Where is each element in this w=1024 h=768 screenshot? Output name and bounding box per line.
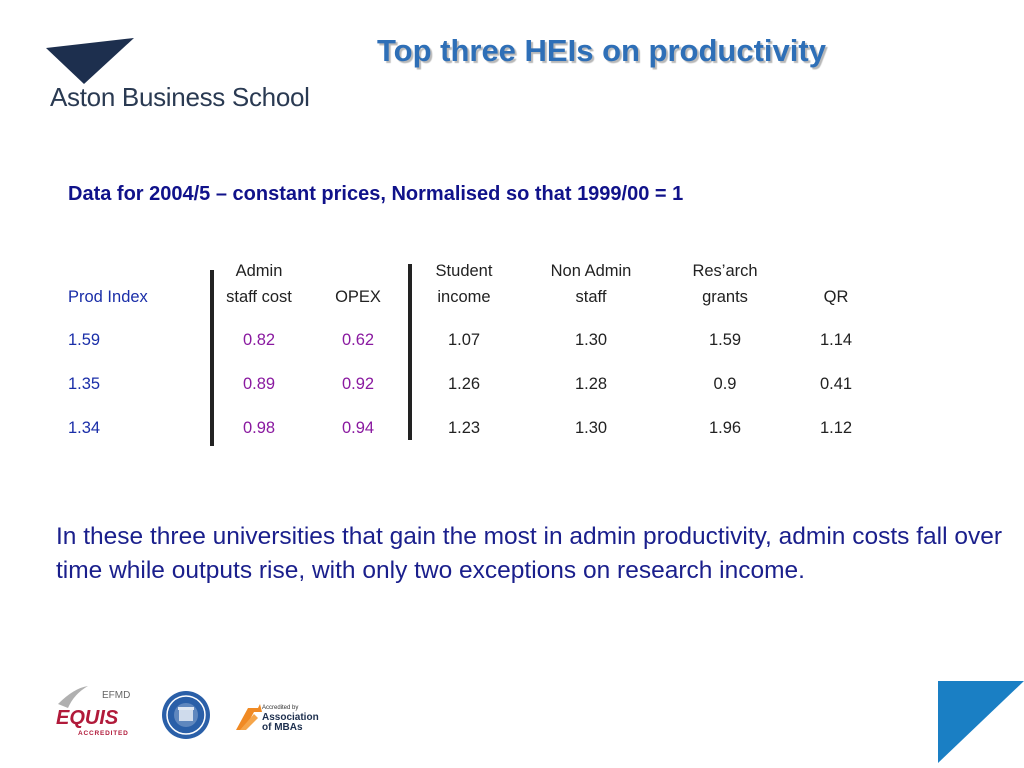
header-research-grants: Res’arch grants — [680, 258, 770, 310]
header-line: grants — [702, 288, 748, 306]
header-line: Non Admin — [550, 262, 632, 280]
equis-logo: EFMD EQUIS ACCREDITED — [52, 682, 144, 738]
seal-icon — [161, 690, 211, 745]
header-line: Res’arch — [692, 262, 758, 280]
cell-non-admin-staff: 1.30 — [574, 331, 608, 349]
amba-arrow-icon — [236, 704, 262, 730]
header-line: staff — [575, 288, 607, 306]
header-qr: QR — [806, 258, 866, 310]
header-line — [318, 258, 398, 284]
cell-research-grants: 1.96 — [708, 419, 742, 437]
cell-opex: 0.94 — [341, 419, 375, 437]
header-line: Student — [435, 262, 493, 280]
aston-logo: Aston Business School — [44, 36, 354, 116]
header-line: income — [437, 288, 491, 306]
cell-non-admin-staff: 1.30 — [574, 419, 608, 437]
table-divider — [210, 270, 214, 446]
header-student-income: Student income — [419, 258, 509, 310]
logo-text: Aston Business School — [50, 82, 310, 112]
amba-line1: Association — [262, 712, 319, 723]
cell-opex: 0.62 — [341, 331, 375, 349]
cell-prod-index: 1.35 — [68, 375, 101, 393]
table-divider — [408, 264, 412, 440]
cell-student-income: 1.26 — [447, 375, 481, 393]
header-line: QR — [823, 288, 849, 306]
amba-small-label: Accredited by — [262, 705, 298, 711]
amba-logo: Accredited by Association of MBAs — [234, 700, 324, 736]
cell-qr: 0.41 — [819, 375, 853, 393]
subtitle: Data for 2004/5 – constant prices, Norma… — [68, 183, 684, 205]
header-prod-index: Prod Index — [68, 288, 148, 306]
cell-qr: 1.12 — [819, 419, 853, 437]
header-line: staff cost — [226, 288, 292, 306]
equis-label: EQUIS — [56, 707, 119, 729]
cell-non-admin-staff: 1.28 — [574, 375, 608, 393]
cell-prod-index: 1.34 — [68, 419, 101, 437]
summary-paragraph: In these three universities that gain th… — [56, 523, 1002, 584]
cell-research-grants: 1.59 — [708, 331, 742, 349]
header-non-admin-staff: Non Admin staff — [536, 258, 646, 310]
header-line: Admin — [235, 262, 283, 280]
page-title: Top three HEIs on productivity — [377, 33, 826, 68]
header-line — [806, 258, 866, 284]
cell-research-grants: 0.9 — [713, 375, 737, 393]
cell-admin-staff-cost: 0.82 — [242, 331, 276, 349]
corner-triangle-icon — [934, 681, 1024, 768]
logo-triangle-icon — [46, 38, 134, 84]
cell-qr: 1.14 — [819, 331, 853, 349]
header-line: OPEX — [335, 288, 381, 306]
cell-opex: 0.92 — [341, 375, 375, 393]
cell-prod-index: 1.59 — [68, 331, 101, 349]
header-admin-staff-cost: Admin staff cost — [214, 258, 304, 310]
header-opex: OPEX — [318, 258, 398, 310]
amba-line2: of MBAs — [262, 722, 303, 733]
cell-student-income: 1.07 — [447, 331, 481, 349]
cell-student-income: 1.23 — [447, 419, 481, 437]
efmd-label: EFMD — [102, 690, 130, 701]
accredited-label: ACCREDITED — [78, 730, 129, 737]
cell-admin-staff-cost: 0.98 — [242, 419, 276, 437]
efmd-swoosh-icon: EFMD EQUIS ACCREDITED — [56, 686, 130, 737]
cell-admin-staff-cost: 0.89 — [242, 375, 276, 393]
